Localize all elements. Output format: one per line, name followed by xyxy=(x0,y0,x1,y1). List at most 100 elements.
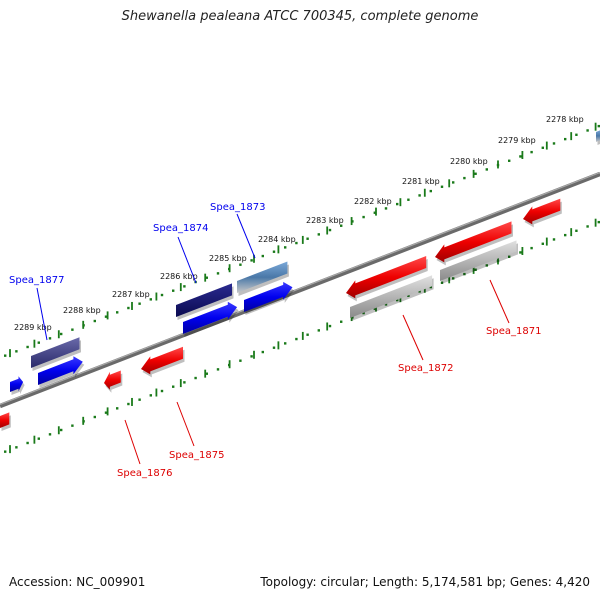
scale-dot xyxy=(552,142,556,145)
gene-feature[interactable] xyxy=(104,370,121,390)
gene-label[interactable]: Spea_1875 xyxy=(169,450,224,461)
gene-cog[interactable] xyxy=(440,240,517,281)
scale-dot xyxy=(93,319,96,323)
scale-dot xyxy=(37,437,40,440)
scale-dot xyxy=(362,311,365,315)
scale-dot xyxy=(452,277,455,280)
scale-dot xyxy=(15,350,18,353)
scale-label: 2282 kbp xyxy=(354,197,392,206)
scale-dot xyxy=(104,315,108,318)
scale-dot xyxy=(116,311,119,314)
scale-dot xyxy=(205,276,208,279)
scale-dot xyxy=(384,207,388,210)
gene-label[interactable]: Spea_1873 xyxy=(210,202,265,213)
scale-dot xyxy=(407,294,410,297)
map-title: Shewanella pealeana ATCC 700345, complet… xyxy=(121,9,479,24)
gene-cog[interactable] xyxy=(350,275,433,318)
scale-dot xyxy=(295,337,298,341)
scale-dot xyxy=(429,189,432,193)
outer-scale-track xyxy=(4,122,600,358)
scale-dot xyxy=(597,124,600,128)
scale-dot xyxy=(508,255,511,258)
scale-label: 2283 kbp xyxy=(306,216,344,225)
gene-feature[interactable] xyxy=(346,256,427,299)
scale-label: 2279 kbp xyxy=(498,136,536,145)
gene-features xyxy=(0,130,600,431)
gene-cog[interactable] xyxy=(596,130,600,142)
gene-feature[interactable] xyxy=(244,281,293,312)
scale-dot xyxy=(183,381,186,384)
genome-backbone-highlight xyxy=(0,171,600,406)
scale-dot xyxy=(452,181,455,184)
label-leader-line xyxy=(236,213,256,259)
scale-dot xyxy=(272,250,276,253)
scale-dot xyxy=(485,168,488,171)
forward-gene-labels: Spea_1877 Spea_1874 Spea_1873 xyxy=(9,202,265,286)
gene-cog[interactable] xyxy=(176,283,232,317)
gene-feature[interactable] xyxy=(435,221,512,263)
gene-label[interactable]: Spea_1876 xyxy=(117,468,172,479)
scale-label: 2280 kbp xyxy=(450,157,488,166)
scale-dot xyxy=(328,324,332,328)
scale-dot xyxy=(4,450,7,453)
scale-dot xyxy=(172,385,175,388)
scale-dot xyxy=(93,415,96,419)
scale-dot xyxy=(138,398,141,401)
scale-dot xyxy=(552,238,556,241)
scale-dot xyxy=(429,285,432,289)
gene-feature[interactable] xyxy=(0,412,10,428)
scale-dot xyxy=(440,185,444,188)
scale-dot xyxy=(586,129,589,132)
scale-dot xyxy=(284,246,287,249)
scale-dot xyxy=(575,133,578,136)
gene-label[interactable]: Spea_1877 xyxy=(9,275,64,286)
scale-dot xyxy=(317,233,320,236)
scale-dot xyxy=(474,172,477,175)
scale-dot xyxy=(519,155,522,158)
scale-dot xyxy=(272,346,276,349)
scale-dot xyxy=(183,285,186,288)
gene-feature[interactable] xyxy=(183,301,238,334)
scale-label: 2286 kbp xyxy=(160,272,198,281)
scale-dot xyxy=(575,229,578,232)
scale-dot xyxy=(127,306,130,310)
scale-dot xyxy=(71,424,74,427)
genome-backbone xyxy=(0,171,600,409)
scale-dot xyxy=(362,215,365,219)
scale-dot xyxy=(586,225,589,228)
scale-dot xyxy=(541,242,544,245)
scale-dot xyxy=(284,342,287,345)
gene-feature[interactable] xyxy=(38,356,83,385)
gene-label[interactable]: Spea_1871 xyxy=(486,326,541,337)
gene-label[interactable]: Spea_1874 xyxy=(153,223,208,234)
scale-dot xyxy=(160,293,164,297)
gene-feature[interactable] xyxy=(141,346,183,375)
scale-dot xyxy=(172,289,175,292)
scale-dot xyxy=(116,407,119,410)
inner-scale-track xyxy=(4,218,600,454)
scale-dot xyxy=(250,259,253,262)
scale-dot xyxy=(340,224,343,227)
scale-dot xyxy=(48,337,52,340)
scale-dot xyxy=(396,298,399,302)
gene-feature[interactable] xyxy=(10,376,24,392)
scale-dot xyxy=(340,320,343,323)
scale-dot xyxy=(216,272,220,275)
gene-cog[interactable] xyxy=(237,261,288,294)
scale-dot xyxy=(474,268,477,271)
gene-feature[interactable] xyxy=(523,198,561,225)
scale-label: 2288 kbp xyxy=(63,306,101,315)
gene-cog[interactable] xyxy=(31,337,80,368)
label-leaders xyxy=(36,213,510,465)
scale-dot xyxy=(216,368,220,371)
scale-label: 2278 kbp xyxy=(546,115,584,124)
gene-label[interactable]: Spea_1872 xyxy=(398,363,453,374)
scale-dot xyxy=(194,376,197,380)
scale-dot xyxy=(564,233,567,237)
scale-dot xyxy=(239,263,242,266)
scale-dot xyxy=(26,345,29,349)
scale-dot xyxy=(205,372,208,375)
scale-dot xyxy=(530,246,533,250)
scale-dot xyxy=(26,441,29,445)
